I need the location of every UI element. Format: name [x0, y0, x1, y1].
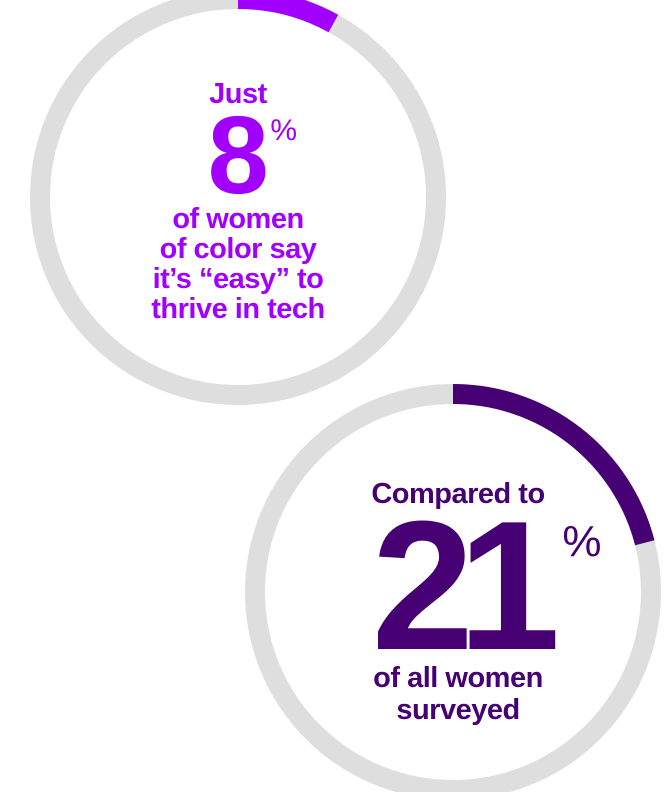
stat-value: 21: [371, 482, 561, 688]
stat-description: of all women surveyed: [308, 662, 608, 726]
stat-intro: Compared to: [371, 478, 545, 510]
stat-intro: Just: [209, 78, 267, 110]
desc-line: it’s “easy” to: [152, 263, 324, 295]
desc-line: of women: [172, 203, 304, 235]
ring-track-women-of-color: [30, 0, 446, 405]
stat-women-of-color: Just 8% of women of color say it’s “easy…: [88, 78, 388, 324]
stat-number: 21%: [372, 493, 602, 677]
ring-arc-all-women: [452, 384, 655, 546]
percent-sign: %: [562, 517, 602, 566]
stat-all-women: Compared to 21% of all women surveyed: [308, 478, 608, 726]
percent-sign: %: [270, 114, 297, 147]
desc-line: thrive in tech: [151, 293, 325, 325]
desc-line: of all women: [373, 662, 543, 694]
stat-description: of women of color say it’s “easy” to thr…: [88, 204, 388, 324]
ring-arc-women-of-color: [237, 0, 339, 33]
desc-line: surveyed: [396, 694, 520, 726]
stat-number: 8%: [208, 101, 297, 211]
stat-value: 8: [207, 94, 269, 217]
desc-line: of color say: [159, 233, 317, 265]
